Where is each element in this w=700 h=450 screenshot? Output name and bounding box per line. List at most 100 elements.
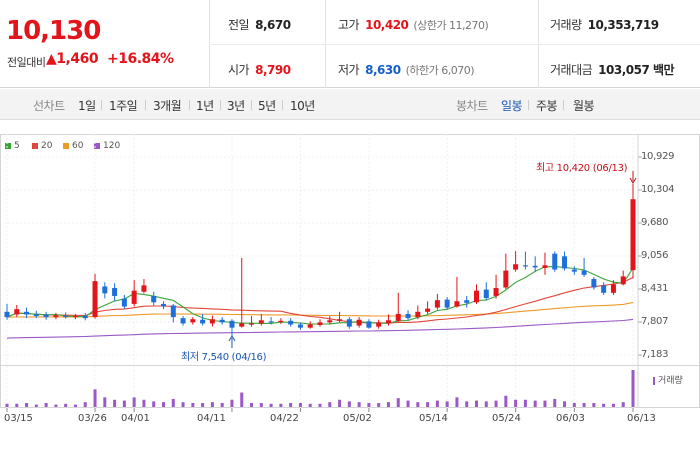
candle-body [483, 289, 489, 299]
candle-body [229, 320, 235, 328]
candle-body [288, 320, 294, 325]
tab-monthly[interactable]: 월봉 [573, 99, 595, 113]
candle-body [610, 284, 616, 293]
volume-bar [592, 402, 596, 407]
volume-bar [240, 392, 244, 407]
change-value: ▲1,460 [46, 51, 99, 67]
legend-swatch [94, 142, 100, 149]
x-tick-label: 05/24 [492, 413, 521, 424]
volume-bar [455, 397, 459, 407]
volume-bar [250, 402, 254, 407]
volume-bar [162, 402, 165, 407]
volume-swatch [653, 376, 655, 385]
tab-1d[interactable]: 1일 [78, 99, 96, 113]
x-tick-label: 03/26 [78, 413, 107, 424]
volume-bar [25, 402, 29, 407]
high-price: 고가 10,420 (상한가 11,270) [338, 18, 489, 32]
low-price: 저가 8,630 (하한가 6,070) [338, 63, 475, 77]
volume-bar [523, 399, 527, 407]
volume-bar [64, 403, 68, 407]
candle-body [591, 279, 597, 288]
x-tick-label: 05/14 [419, 413, 448, 424]
volume-bar [181, 402, 185, 407]
volume-bar [191, 402, 195, 407]
candle-body [581, 270, 587, 275]
up-arrow-icon: ▲ [46, 51, 57, 67]
candle-body [151, 295, 157, 303]
y-tick-label: 10,929 [641, 151, 675, 162]
open-price: 시가 8,790 [228, 63, 291, 77]
volume-bar [152, 401, 156, 407]
volume-bar [308, 403, 312, 407]
tab-1w[interactable]: 1주일 [109, 99, 138, 113]
tab-1y[interactable]: 1년 [196, 99, 214, 113]
divider [189, 100, 190, 110]
candle-body [24, 311, 30, 315]
candle-body [209, 319, 215, 324]
tab-10y[interactable]: 10년 [290, 99, 315, 113]
candle-body [190, 319, 196, 323]
divider [220, 100, 221, 110]
high-annotation: 최고 10,420 (06/13) [536, 163, 628, 174]
volume-bar [386, 402, 390, 407]
candle-body [493, 288, 499, 296]
candle-body [239, 323, 245, 327]
volume-bar [73, 404, 77, 407]
volume-bar [347, 401, 351, 407]
x-tick-label: 04/01 [121, 413, 150, 424]
candle-body [503, 270, 509, 288]
volume-bar [210, 402, 214, 407]
candle-body [454, 301, 460, 307]
volume-bar [377, 402, 381, 407]
change-percent: +16.84% [107, 51, 174, 67]
candle-body [131, 290, 137, 304]
volume-bar [504, 395, 508, 407]
low-annotation: 최저 7,540 (04/16) [181, 352, 267, 363]
low-arrow-head [228, 335, 236, 342]
volume-bar [230, 399, 234, 407]
candle-body [33, 314, 39, 317]
candle-body [395, 313, 401, 321]
y-tick-label: 10,304 [641, 184, 675, 195]
volume-bar [445, 401, 449, 407]
volume-bar [475, 400, 478, 407]
candle-body [82, 315, 88, 319]
volume-bar [416, 402, 420, 407]
line-chart-label: 선차트 [33, 99, 65, 113]
candle-body [53, 315, 59, 318]
volume-bar [563, 401, 567, 407]
quote-panel: 10,130 전일대비 ▲1,460 +16.84% 전일 8,670 고가 10,… [0, 0, 700, 88]
candle-body [522, 265, 528, 267]
candle-body [385, 320, 391, 324]
tab-5y[interactable]: 5년 [258, 99, 276, 113]
candle-body [542, 265, 548, 268]
legend-ma60: 60 [63, 141, 83, 151]
legend-ma20: 20 [32, 141, 52, 151]
tab-daily[interactable]: 일봉 [501, 99, 523, 113]
x-tick-label: 06/03 [556, 413, 585, 424]
volume-bar [484, 401, 488, 407]
tab-weekly[interactable]: 주봉 [536, 99, 558, 113]
chart-tab-bar: 선차트 1일 1주일 3개월 1년 3년 5년 10년 봉차트 일봉 주봉 월봉 [0, 89, 700, 120]
candle-body [4, 311, 10, 318]
y-tick-label: 9,056 [641, 250, 669, 261]
divider [145, 100, 146, 110]
divider [209, 44, 700, 45]
candle-body [92, 281, 98, 318]
candle-body [562, 256, 568, 269]
tab-3y[interactable]: 3년 [227, 99, 245, 113]
volume-bar [357, 402, 361, 407]
tab-3m[interactable]: 3개월 [153, 99, 182, 113]
x-tick-label: 05/02 [343, 413, 372, 424]
candle-body [141, 285, 147, 292]
legend-swatch [63, 142, 69, 149]
trade-amount: 거래대금 103,057 백만 [550, 63, 675, 77]
volume-bar [338, 399, 342, 407]
candle-body [161, 303, 166, 307]
volume-bar [113, 399, 117, 407]
candle-body [102, 286, 108, 294]
legend-swatch [5, 142, 11, 149]
volume-bar [435, 400, 439, 407]
x-tick-label: 04/11 [197, 413, 226, 424]
